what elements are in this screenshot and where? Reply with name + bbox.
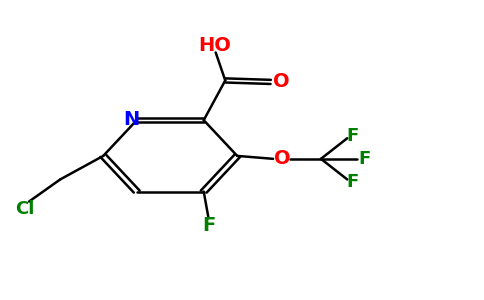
Text: F: F: [347, 173, 359, 191]
Text: HO: HO: [198, 36, 231, 55]
Text: Cl: Cl: [15, 200, 35, 218]
Text: F: F: [358, 150, 370, 168]
Text: F: F: [347, 127, 359, 145]
Text: F: F: [202, 216, 215, 235]
Text: N: N: [123, 110, 139, 129]
Text: O: O: [274, 149, 291, 168]
Text: O: O: [273, 72, 289, 92]
